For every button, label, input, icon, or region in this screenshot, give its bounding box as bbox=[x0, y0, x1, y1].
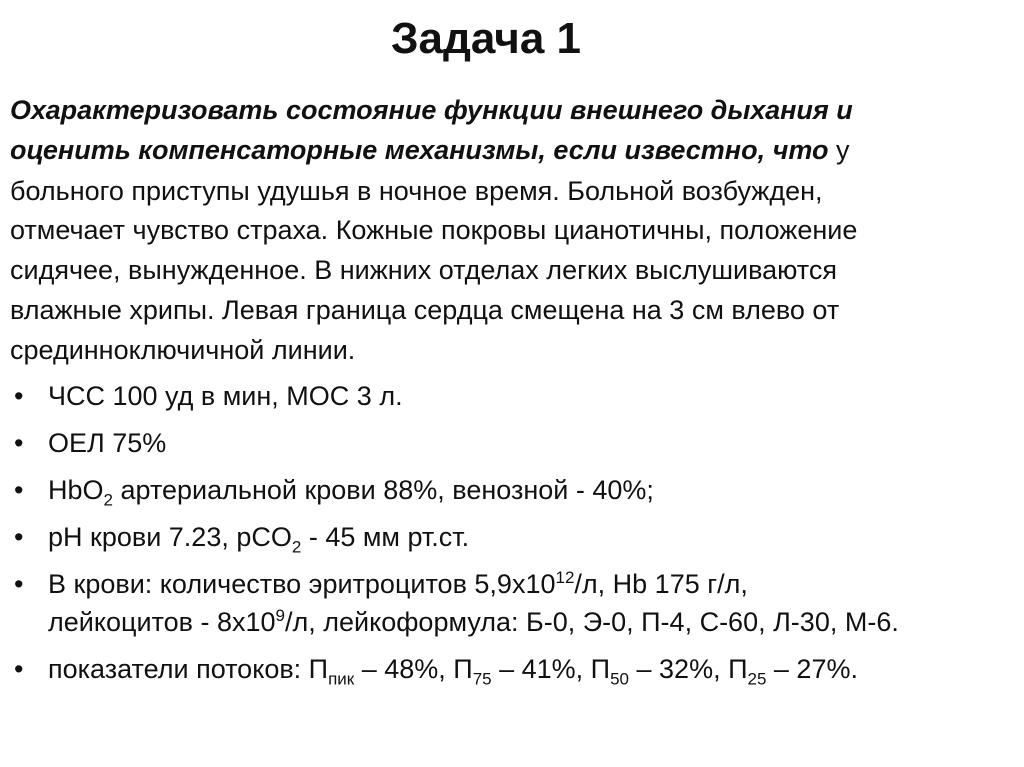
bullet-item: HbO2 артериальной крови 88%, венозной - … bbox=[48, 474, 654, 510]
text: – 48%, П bbox=[354, 654, 473, 684]
text: – 27%. bbox=[766, 654, 858, 684]
bullet-icon: • bbox=[14, 428, 24, 458]
bullet-item: ОЕЛ 75% bbox=[48, 428, 167, 458]
intro-line: оценить компенсаторные механизмы, если и… bbox=[10, 134, 849, 166]
text: – 32%, П bbox=[629, 654, 748, 684]
superscript: 12 bbox=[555, 568, 575, 587]
bullet-item: ЧСС 100 уд в мин, МОС 3 л. bbox=[48, 381, 403, 411]
bullet-item-continuation: лейкоцитов - 8x109/л, лейкоформула: Б-0,… bbox=[48, 606, 899, 638]
intro-line: отмечает чувство страха. Кожные покровы … bbox=[10, 215, 858, 245]
text: HbO bbox=[48, 475, 104, 505]
bullet-icon: • bbox=[14, 475, 24, 505]
intro-line: сидячее, вынужденное. В нижних отделах л… bbox=[10, 255, 837, 285]
intro-line: больного приступы удушья в ночное время.… bbox=[10, 176, 823, 206]
text: В крови: количество эритроцитов 5,9x10 bbox=[48, 569, 556, 599]
intro-text: у bbox=[828, 135, 850, 165]
subscript: пик bbox=[328, 669, 355, 689]
bullet-icon: • bbox=[14, 569, 24, 599]
text: лейкоцитов - 8x10 bbox=[48, 607, 276, 637]
subscript: 2 bbox=[291, 537, 302, 557]
superscript: 9 bbox=[275, 606, 285, 625]
bullet-icon: • bbox=[14, 654, 24, 684]
text: /л, лейкоформула: Б-0, Э-0, П-4, С-60, Л… bbox=[284, 607, 899, 637]
intro-line: Охарактеризовать состояние функции внешн… bbox=[10, 95, 853, 125]
text: pH крови 7.23, pCO bbox=[48, 522, 292, 552]
bullet-icon: • bbox=[14, 522, 24, 552]
text: показатели потоков: П bbox=[48, 654, 329, 684]
bullet-item: pH крови 7.23, pCO2 - 45 мм рт.ст. bbox=[48, 521, 470, 557]
bullet-item: В крови: количество эритроцитов 5,9x1012… bbox=[48, 568, 748, 600]
text: /л, Hb 175 г/л, bbox=[574, 569, 748, 599]
subscript: 50 bbox=[610, 669, 630, 689]
intro-line: влажные хрипы. Левая граница сердца смещ… bbox=[10, 295, 840, 325]
intro-bold-text: оценить компенсаторные механизмы, если и… bbox=[10, 135, 829, 165]
subscript: 2 bbox=[103, 490, 113, 510]
subscript: 75 bbox=[472, 669, 492, 689]
subscript: 25 bbox=[747, 669, 767, 689]
text: артериальной крови 88%, венозной - 40%; bbox=[113, 475, 654, 505]
intro-line: срединноключичной линии. bbox=[10, 335, 356, 365]
text: – 41%, П bbox=[491, 654, 611, 684]
bullet-icon: • bbox=[14, 381, 24, 411]
slide-title: Задача 1 bbox=[390, 14, 582, 63]
bullet-item: показатели потоков: Ппик – 48%, П75 – 41… bbox=[48, 653, 858, 689]
text: - 45 мм рт.ст. bbox=[301, 522, 470, 552]
